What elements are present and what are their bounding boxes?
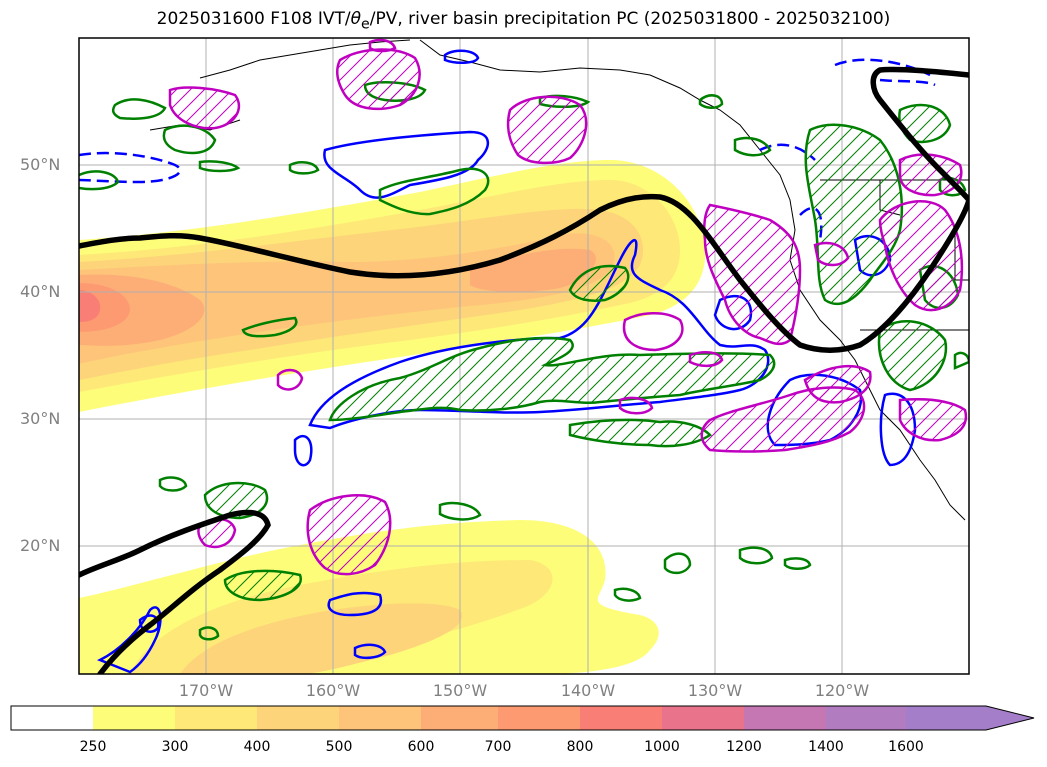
map-frame <box>78 37 970 675</box>
lon-label-130w: 130°W <box>687 681 743 700</box>
colorbar <box>10 705 1035 731</box>
lat-label-50n: 50°N <box>20 155 61 174</box>
colorbar-label: 600 <box>407 739 435 755</box>
colorbar-label: 1000 <box>644 739 680 755</box>
ivt-shading-south <box>79 520 659 674</box>
colorbar-swatch-300-400 <box>175 706 257 730</box>
title-theta: θ <box>350 9 362 29</box>
lon-label-120w: 120°W <box>814 681 870 700</box>
lon-label-150w: 150°W <box>432 681 488 700</box>
colorbar-label: 500 <box>325 739 353 755</box>
lon-label-140w: 140°W <box>560 681 616 700</box>
lon-label-170w: 170°W <box>178 681 234 700</box>
colorbar-swatch-1000-1200 <box>662 706 744 730</box>
colorbar-label: 400 <box>243 739 271 755</box>
colorbar-swatch-400-500 <box>257 706 339 730</box>
colorbar-swatch-1200-1400 <box>744 706 826 730</box>
map-title: 2025031600 F108 IVT/θe/PV, river basin p… <box>0 9 1047 32</box>
colorbar-outline <box>10 705 1035 731</box>
colorbar-swatch-below-250 <box>11 706 93 730</box>
colorbar-swatch-700-800 <box>498 706 580 730</box>
lat-label-20n: 20°N <box>20 536 61 555</box>
pv-contour <box>79 66 969 674</box>
colorbar-swatch-500-600 <box>339 706 421 730</box>
lat-label-30n: 30°N <box>20 409 61 428</box>
title-theta-subscript: e <box>361 16 370 33</box>
colorbar-extend-arrow <box>906 706 1034 730</box>
green-hatched-regions <box>203 81 960 602</box>
map-plot-area <box>79 38 969 674</box>
lat-label-40n: 40°N <box>20 282 61 301</box>
lon-label-160w: 160°W <box>305 681 361 700</box>
colorbar-label: 250 <box>79 739 107 755</box>
colorbar-label: 1600 <box>888 739 924 755</box>
colorbar-swatch-250-300 <box>93 706 175 730</box>
magenta-contours <box>276 38 850 415</box>
colorbar-label: 1400 <box>808 739 844 755</box>
colorbar-swatch-800-1000 <box>580 706 662 730</box>
colorbar-label: 1200 <box>726 739 762 755</box>
colorbar-swatch-1400-1600 <box>826 706 906 730</box>
colorbar-label: 700 <box>484 739 512 755</box>
colorbar-label: 300 <box>161 739 189 755</box>
colorbar-swatch-600-700 <box>421 706 503 730</box>
title-suffix: /PV, river basin precipitation PC (20250… <box>369 9 891 29</box>
title-prefix: 2025031600 F108 IVT/ <box>156 9 351 29</box>
colorbar-label: 800 <box>566 739 594 755</box>
